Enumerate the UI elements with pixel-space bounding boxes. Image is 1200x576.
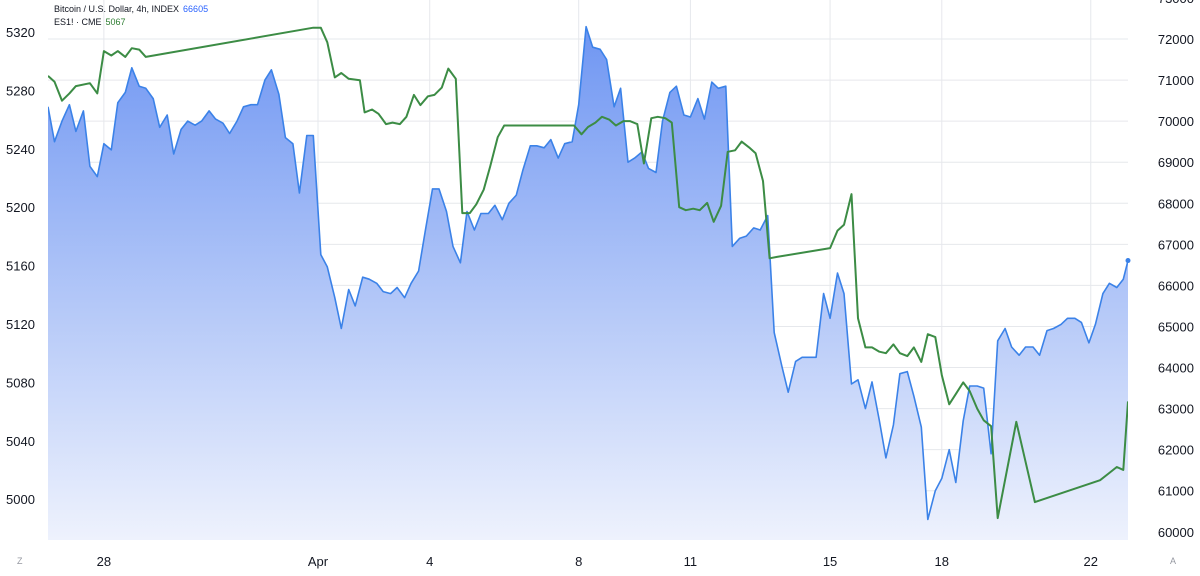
x-axis-tick-label: 28 xyxy=(97,554,111,569)
right-axis-tick-label: 72000 xyxy=(1158,32,1194,47)
legend-bitcoin-label: Bitcoin / U.S. Dollar, 4h, INDEX xyxy=(54,4,180,14)
right-axis-tick-label: 66000 xyxy=(1158,278,1194,293)
right-axis-tick-label: 71000 xyxy=(1158,73,1194,88)
legend-es-value: 5067 xyxy=(105,17,126,27)
left-axis-tick-label: 5080 xyxy=(6,375,35,390)
right-axis-tick-label: 63000 xyxy=(1158,402,1194,417)
right-axis-ticks: 60000 61000 62000 63000 64000 65000 66000 67000… xyxy=(1158,0,1194,540)
x-axis-tick-label: 15 xyxy=(823,554,837,569)
left-axis-tick-label: 5200 xyxy=(6,200,35,215)
x-axis-tick-label: 4 xyxy=(426,554,433,569)
right-axis-tick-label: 61000 xyxy=(1158,484,1194,499)
left-axis-tick-label: 5320 xyxy=(6,25,35,40)
legend-bitcoin-value: 66605 xyxy=(183,4,209,14)
left-axis-tick-label: 5040 xyxy=(6,434,35,449)
right-axis-tick-label: 62000 xyxy=(1158,443,1194,458)
right-axis-tick-label: 70000 xyxy=(1158,114,1194,129)
right-axis-tick-label: 73000 xyxy=(1158,0,1194,6)
bitcoin-area-fill xyxy=(48,26,1128,540)
left-axis-tick-label: 5160 xyxy=(6,259,35,274)
bitcoin-price-line xyxy=(48,25,1128,521)
x-axis-ticks: 28 Apr 4 8 11 15 18 22 xyxy=(97,554,1098,569)
left-axis-tick-label: 5000 xyxy=(6,492,35,507)
left-axis-tick-label: 5280 xyxy=(6,83,35,98)
x-axis-tick-label: 18 xyxy=(935,554,949,569)
auto-scale-corner-label[interactable]: A xyxy=(1170,556,1177,566)
x-axis-tick-label: 11 xyxy=(684,554,698,569)
x-axis-tick-label: 22 xyxy=(1084,554,1098,569)
right-axis-tick-label: 68000 xyxy=(1158,196,1194,211)
right-axis-tick-label: 69000 xyxy=(1158,155,1194,170)
left-axis-tick-label: 5120 xyxy=(6,317,35,332)
x-axis-tick-label: Apr xyxy=(308,554,329,569)
right-axis-tick-label: 67000 xyxy=(1158,237,1194,252)
left-axis-ticks: 5000 5040 5080 5120 5160 5200 5240 5280 5320 xyxy=(6,25,35,507)
left-axis-tick-label: 5240 xyxy=(6,142,35,157)
es-futures-line xyxy=(48,26,1128,520)
legend-bitcoin[interactable]: Bitcoin / U.S. Dollar, 4h, INDEX 66605 xyxy=(54,3,208,16)
bitcoin-last-point xyxy=(1125,258,1131,264)
right-axis-tick-label: 65000 xyxy=(1158,319,1194,334)
x-axis-tick-label: 8 xyxy=(575,554,582,569)
timezone-corner-label[interactable]: Z xyxy=(17,556,23,566)
right-axis-tick-label: 60000 xyxy=(1158,525,1194,540)
right-axis-tick-label: 64000 xyxy=(1158,361,1194,376)
legend-es[interactable]: ES1! · CME 5067 xyxy=(54,16,208,29)
chart-legend: Bitcoin / U.S. Dollar, 4h, INDEX 66605 ES… xyxy=(54,3,208,29)
legend-es-label: ES1! · CME xyxy=(54,17,102,27)
